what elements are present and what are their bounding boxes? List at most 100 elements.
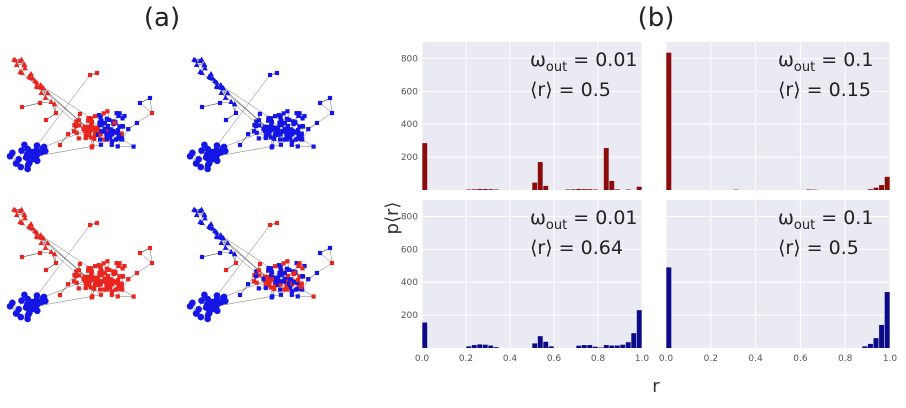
network-node-square — [137, 100, 143, 106]
x-tick-label: 0.6 — [793, 354, 808, 364]
network-node-square — [88, 285, 93, 290]
y-tick-label: 200 — [401, 311, 418, 321]
network-node-square — [93, 125, 99, 130]
network-node-square — [99, 129, 104, 134]
network-edge — [201, 252, 221, 258]
network-node-square — [317, 250, 323, 256]
network-node-square — [66, 132, 71, 137]
network-node-triangle — [209, 225, 216, 231]
network-node-triangle — [28, 220, 34, 227]
network-node-square — [149, 110, 155, 116]
network-node-square — [284, 282, 289, 287]
network-node-square — [267, 276, 272, 282]
network-node-square — [284, 266, 289, 271]
network-node-circle — [220, 143, 228, 151]
network-node-square — [83, 129, 88, 134]
network-node-triangle — [19, 220, 25, 226]
network-node-triangle — [214, 234, 221, 240]
network-node-triangle — [217, 82, 224, 88]
histogram-bar — [570, 189, 576, 190]
x-tick-label: 0.8 — [591, 354, 606, 364]
omega-subscript: out — [546, 60, 567, 75]
y-tick-label: 600 — [401, 245, 418, 255]
network-node-square — [237, 142, 243, 148]
network-node-square — [287, 135, 293, 140]
network-node-circle — [21, 141, 28, 149]
network-node-square — [89, 123, 94, 128]
network-node-square — [87, 282, 92, 287]
histogram-bar — [543, 341, 549, 348]
network-edge — [40, 84, 92, 119]
omega-subscript: out — [794, 218, 815, 233]
network-node-circle — [197, 163, 205, 171]
network-node-square — [107, 135, 113, 140]
network-node-square — [147, 95, 153, 101]
network-node-square — [253, 124, 259, 129]
network-node-circle — [192, 160, 200, 167]
network-node-square — [263, 283, 268, 288]
x-tick-label: 0.0 — [415, 354, 430, 364]
panel-b-label: (b) — [638, 3, 675, 33]
network-node-triangle — [51, 251, 58, 257]
network-node-square — [105, 123, 111, 129]
network-node-square — [119, 284, 124, 290]
network-node-square — [101, 279, 106, 284]
network-node-square — [83, 133, 88, 138]
network-node-square — [261, 276, 266, 282]
network-node-triangle — [40, 85, 47, 91]
network-node-square — [269, 275, 274, 280]
network-node-square — [57, 292, 63, 298]
network-node-square — [297, 124, 302, 129]
network-node-square — [88, 116, 94, 121]
network-node-square — [299, 131, 304, 136]
y-tick-label: 800 — [401, 54, 418, 64]
network-node-square — [107, 267, 112, 272]
network-node-square — [131, 144, 136, 149]
network-node-square — [266, 274, 271, 280]
histogram-bar — [862, 346, 868, 348]
omega-annotation: ωout = 0.01 — [530, 207, 638, 233]
network-node-square — [76, 136, 81, 141]
network-node-triangle — [228, 98, 235, 104]
network-node-square — [223, 267, 229, 273]
omega-subscript: out — [546, 218, 567, 233]
network-node-square — [272, 286, 277, 292]
network-node-square — [147, 245, 153, 251]
network-node-square — [113, 287, 118, 292]
network-node-square — [306, 277, 311, 282]
network-edge — [329, 97, 333, 114]
mean-r-annotation: ⟨r⟩ = 0.5 — [530, 79, 611, 101]
histogram-bar — [548, 346, 554, 348]
network-node-triangle — [199, 70, 205, 76]
network-node-square — [251, 129, 257, 134]
network-node-square — [88, 135, 93, 140]
network-node-square — [295, 294, 300, 299]
network-node-circle — [24, 311, 32, 319]
network-node-square — [104, 266, 109, 271]
y-axis-label: p⟨r⟩ — [382, 202, 403, 235]
histogram-bar — [532, 182, 538, 190]
network-node-square — [281, 121, 286, 126]
network-node-square — [282, 287, 287, 292]
network-node-square — [275, 282, 281, 287]
network-node-circle — [207, 149, 214, 157]
network-node-square — [98, 282, 103, 287]
network-node-square — [262, 124, 268, 129]
network-node-triangle — [208, 70, 214, 77]
network-edge — [329, 247, 333, 264]
network-node-triangle — [51, 101, 58, 107]
network-node-square — [263, 129, 268, 134]
network-node-triangle — [21, 211, 28, 217]
x-axis-label: r — [652, 376, 660, 397]
network-node-circle — [24, 161, 32, 169]
network-node-square — [253, 274, 259, 279]
histogram-bar — [466, 346, 472, 348]
histogram-bar — [666, 52, 672, 190]
network-node-square — [278, 132, 283, 137]
network-node-square — [86, 268, 91, 273]
network-node-square — [268, 266, 274, 271]
network-node-circle — [12, 310, 20, 317]
network-node-square — [285, 273, 291, 279]
network-node-triangle — [197, 58, 203, 64]
network-node-square — [71, 279, 77, 284]
